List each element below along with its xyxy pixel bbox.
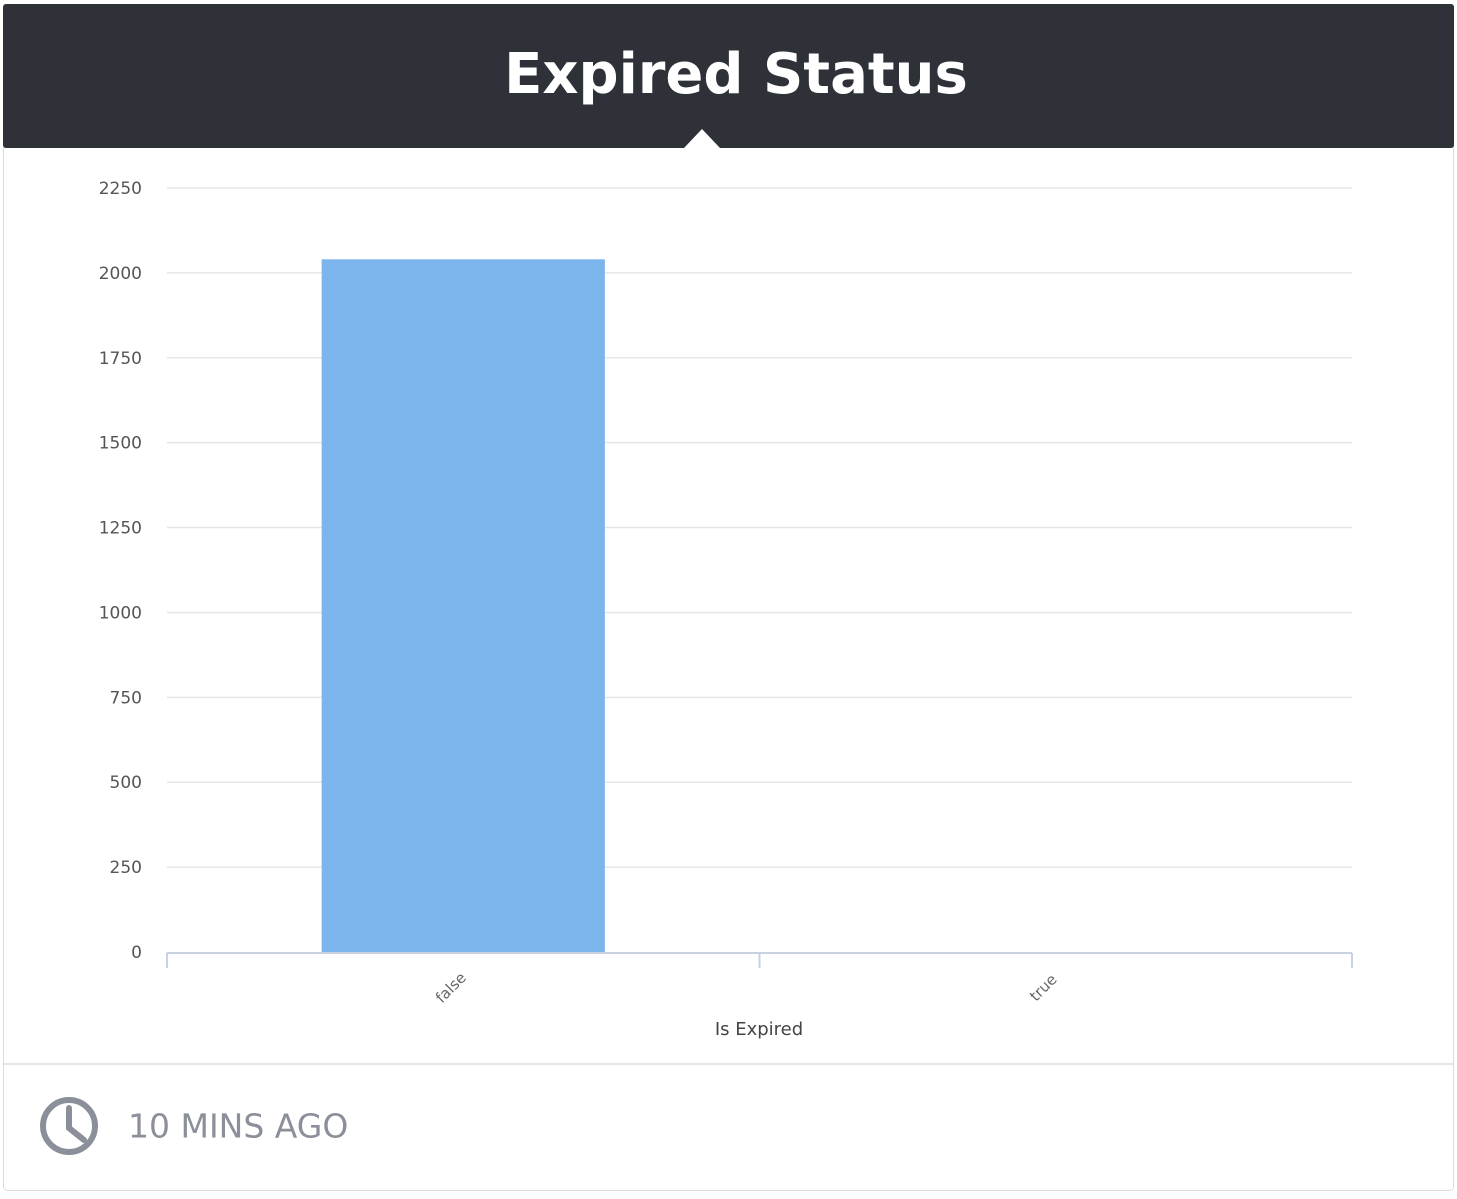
header bbox=[3, 4, 1454, 148]
y-tick-label: 750 bbox=[110, 688, 142, 708]
y-tick-label: 0 bbox=[131, 943, 142, 963]
header-notch bbox=[684, 129, 720, 148]
card bbox=[3, 4, 1454, 1191]
y-tick-label: 500 bbox=[110, 773, 142, 793]
y-tick-label: 1250 bbox=[99, 519, 142, 539]
y-tick-label: 1750 bbox=[99, 349, 142, 369]
bar bbox=[321, 259, 605, 953]
timestamp: 10 MINS AGO bbox=[128, 1107, 348, 1146]
y-tick-label: 1000 bbox=[99, 603, 142, 623]
y-tick-label: 2000 bbox=[99, 264, 142, 284]
x-axis-title: Is Expired bbox=[715, 1019, 803, 1040]
y-tick-label: 1500 bbox=[99, 434, 142, 454]
y-tick-label: 250 bbox=[110, 858, 142, 878]
chart-title: Expired Status bbox=[504, 42, 968, 107]
clock-icon bbox=[40, 1097, 98, 1155]
y-tick-label: 2250 bbox=[99, 179, 142, 199]
